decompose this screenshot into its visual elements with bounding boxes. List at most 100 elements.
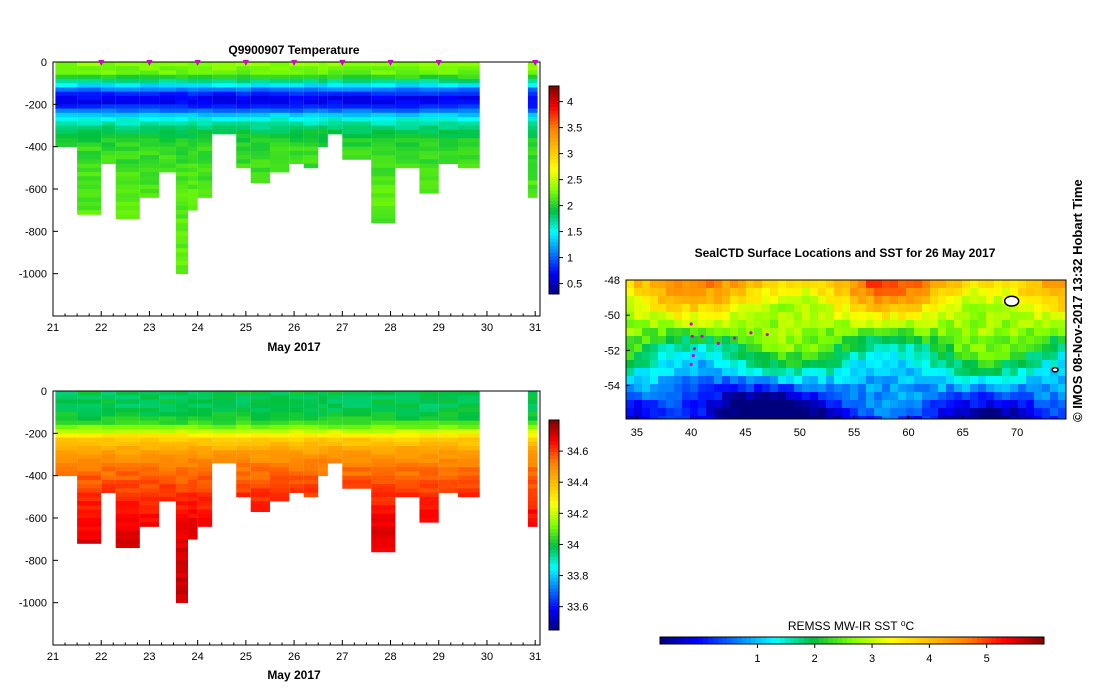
- salinity-panel: 21 22 23 24 25 26 27 28 29 30 310-200-400-600-800-…: [19, 386, 589, 682]
- sst-cell: [954, 384, 963, 393]
- section-cell: [250, 142, 270, 148]
- sst-cell: [738, 384, 747, 393]
- section-cell: [250, 488, 270, 493]
- sst-cell: [858, 312, 867, 321]
- sst-cell: [1058, 320, 1067, 329]
- section-cell: [289, 484, 304, 489]
- sst-cell: [1050, 320, 1059, 329]
- sst-colorbar-segment: [780, 637, 786, 644]
- section-cell: [236, 399, 251, 405]
- section-cell: [197, 66, 213, 71]
- sst-cell: [770, 408, 779, 417]
- colorbar-segment: [549, 451, 559, 456]
- sst-colorbar-tick-label: 2: [812, 653, 818, 665]
- sst-cell: [682, 400, 691, 409]
- sst-cell: [634, 400, 643, 409]
- sst-cell: [914, 400, 923, 409]
- section-cell: [371, 543, 396, 549]
- sst-cell: [890, 360, 899, 369]
- sst-cell: [666, 384, 675, 393]
- section-cell: [77, 454, 102, 460]
- sst-cell: [930, 288, 939, 297]
- sst-cell: [722, 288, 731, 297]
- section-cell: [289, 78, 304, 84]
- section-cell: [101, 399, 116, 405]
- section-cell: [175, 594, 189, 599]
- sst-cell: [722, 416, 731, 420]
- section-cell: [250, 167, 270, 173]
- section-cell: [197, 462, 213, 468]
- y-tick-label: -400: [25, 471, 47, 483]
- sst-cell: [650, 416, 659, 420]
- sst-cell: [762, 392, 771, 401]
- sst-cell: [954, 416, 963, 420]
- sst-cell: [906, 368, 915, 377]
- section-cell: [327, 441, 343, 447]
- section-cell: [419, 484, 439, 489]
- sst-cell: [1042, 376, 1051, 385]
- sst-cell: [642, 344, 651, 353]
- sst-cell: [642, 392, 651, 401]
- sst-cell: [762, 352, 771, 361]
- sst-cell: [634, 368, 643, 377]
- section-cell: [289, 125, 304, 131]
- sst-cell: [714, 384, 723, 393]
- section-cell: [303, 424, 319, 430]
- section-cell: [371, 66, 396, 71]
- colorbar-segment: [549, 518, 559, 522]
- sst-cell: [874, 408, 883, 417]
- colorbar-segment: [549, 546, 559, 550]
- sst-cell: [786, 336, 795, 345]
- sst-cell: [658, 416, 667, 420]
- sst-cell: [1026, 304, 1035, 313]
- sst-colorbar-segment: [832, 637, 839, 644]
- sst-cell: [866, 352, 875, 361]
- sst-cell: [706, 304, 715, 313]
- sst-cell: [938, 296, 947, 305]
- sst-cell: [930, 400, 939, 409]
- section-cell: [175, 395, 189, 400]
- sst-cell: [730, 416, 739, 420]
- sst-cell: [1058, 336, 1067, 345]
- section-cell: [115, 78, 140, 84]
- sst-cell: [1010, 384, 1019, 393]
- sst-cell: [1034, 280, 1043, 289]
- section-cell: [371, 142, 396, 148]
- section-cell: [188, 458, 198, 464]
- sst-cell: [1058, 288, 1067, 297]
- section-cell: [250, 163, 270, 169]
- sst-cell: [626, 296, 635, 305]
- sst-cell: [634, 320, 643, 329]
- section-cell: [438, 479, 459, 485]
- colorbar-segment: [549, 269, 559, 274]
- sst-cell: [658, 344, 667, 353]
- sst-cell: [962, 304, 971, 313]
- sst-cell: [882, 360, 891, 369]
- sst-cell: [762, 368, 771, 377]
- sst-colorbar-segment: [1020, 637, 1026, 644]
- section-cell: [55, 471, 78, 477]
- section-cell: [139, 87, 160, 93]
- sst-colorbar-segment: [741, 637, 747, 644]
- section-cell: [250, 78, 270, 84]
- sst-cell: [1026, 384, 1035, 393]
- sst-cell: [834, 368, 843, 377]
- section-cell: [115, 526, 140, 532]
- section-cell: [175, 462, 189, 468]
- colorbar-segment: [549, 462, 559, 466]
- sst-cell: [706, 408, 715, 417]
- section-cell: [438, 488, 459, 493]
- sst-cell: [1034, 408, 1043, 417]
- section-cell: [115, 475, 140, 481]
- sst-cell: [842, 352, 851, 361]
- sst-cell: [698, 368, 707, 377]
- sst-cell: [690, 336, 699, 345]
- sst-cell: [1002, 352, 1011, 361]
- section-cell: [115, 492, 140, 498]
- section-cell: [236, 112, 251, 118]
- sst-cell: [834, 400, 843, 409]
- sst-cell: [890, 368, 899, 377]
- section-cell: [77, 205, 102, 211]
- x-tick-label: 26: [288, 322, 300, 334]
- section-cell: [419, 412, 439, 417]
